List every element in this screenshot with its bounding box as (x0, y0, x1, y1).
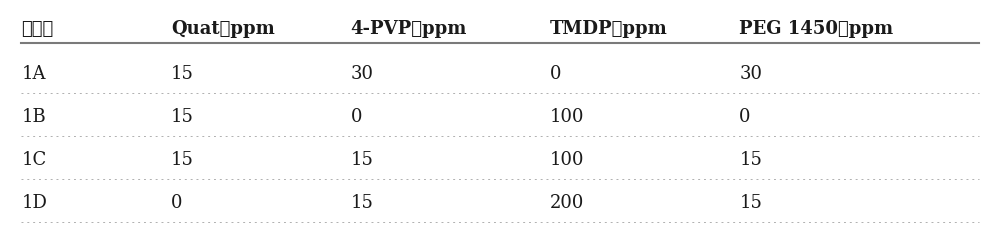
Text: Quat，ppm: Quat，ppm (171, 19, 275, 38)
Text: 0: 0 (739, 108, 751, 126)
Text: 200: 200 (550, 194, 584, 212)
Text: PEG 1450，ppm: PEG 1450，ppm (739, 19, 893, 38)
Text: TMDP，ppm: TMDP，ppm (550, 19, 668, 38)
Text: 1A: 1A (21, 65, 46, 83)
Text: 4-PVP，ppm: 4-PVP，ppm (350, 19, 467, 38)
Text: 100: 100 (550, 151, 584, 169)
Text: 0: 0 (550, 65, 561, 83)
Text: 15: 15 (350, 194, 373, 212)
Text: 实施例: 实施例 (21, 19, 54, 38)
Text: 15: 15 (739, 151, 762, 169)
Text: 30: 30 (350, 65, 373, 83)
Text: 15: 15 (350, 151, 373, 169)
Text: 15: 15 (739, 194, 762, 212)
Text: 15: 15 (171, 108, 194, 126)
Text: 1D: 1D (21, 194, 47, 212)
Text: 1B: 1B (21, 108, 46, 126)
Text: 15: 15 (171, 151, 194, 169)
Text: 30: 30 (739, 65, 762, 83)
Text: 0: 0 (171, 194, 182, 212)
Text: 0: 0 (350, 108, 362, 126)
Text: 100: 100 (550, 108, 584, 126)
Text: 15: 15 (171, 65, 194, 83)
Text: 1C: 1C (21, 151, 47, 169)
